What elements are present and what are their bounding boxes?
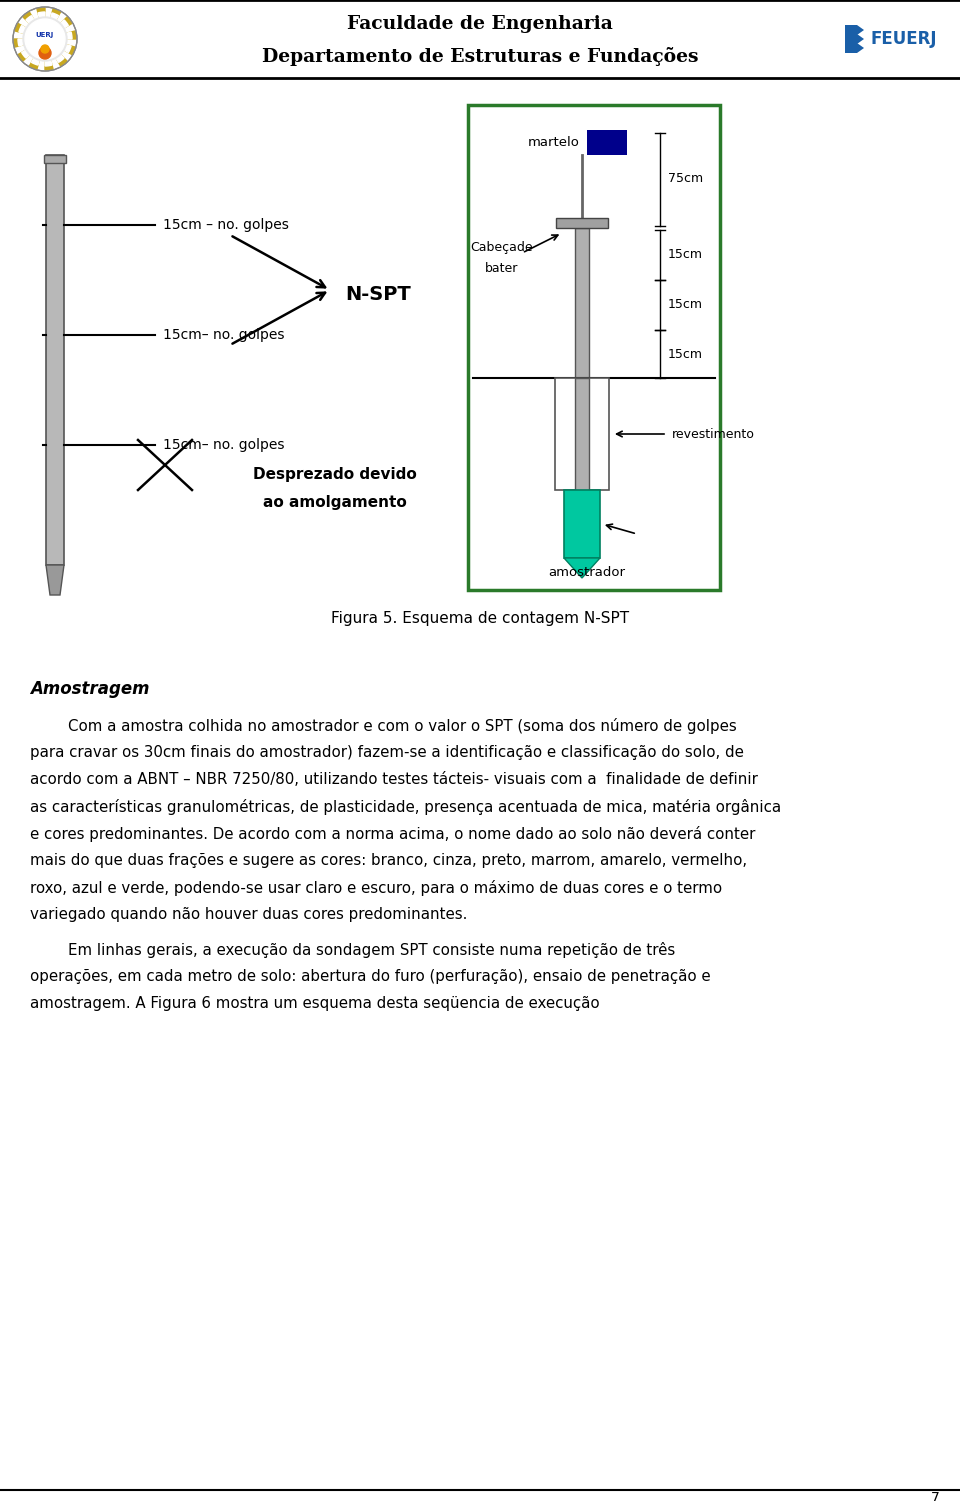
Text: Cabeçade: Cabeçade xyxy=(470,242,534,255)
Text: Com a amostra colhida no amostrador e com o valor o SPT (soma dos número de golp: Com a amostra colhida no amostrador e co… xyxy=(30,717,736,734)
Wedge shape xyxy=(30,39,45,69)
Text: 15cm: 15cm xyxy=(668,249,703,261)
Circle shape xyxy=(41,45,49,53)
Wedge shape xyxy=(45,20,68,39)
Polygon shape xyxy=(845,44,864,53)
Wedge shape xyxy=(45,39,67,66)
Wedge shape xyxy=(18,39,45,47)
Text: roxo, azul e verde, podendo-se usar claro e escuro, para o máximo de duas cores : roxo, azul e verde, podendo-se usar clar… xyxy=(30,880,722,896)
Polygon shape xyxy=(845,35,864,44)
Text: revestimento: revestimento xyxy=(672,428,755,440)
Text: 15cm: 15cm xyxy=(668,299,703,312)
Circle shape xyxy=(13,8,77,71)
Bar xyxy=(564,489,600,558)
Text: ao amolgamento: ao amolgamento xyxy=(263,494,407,509)
Wedge shape xyxy=(37,8,45,39)
Text: martelo: martelo xyxy=(528,135,580,149)
Wedge shape xyxy=(18,39,45,62)
Text: Em linhas gerais, a execução da sondagem SPT consiste numa repetição de três: Em linhas gerais, a execução da sondagem… xyxy=(30,943,675,958)
Wedge shape xyxy=(45,39,71,53)
Text: e cores predominantes. De acordo com a norma acima, o nome dado ao solo não deve: e cores predominantes. De acordo com a n… xyxy=(30,826,756,842)
Text: Figura 5. Esquema de contagem N-SPT: Figura 5. Esquema de contagem N-SPT xyxy=(331,611,629,626)
Bar xyxy=(575,378,589,489)
Wedge shape xyxy=(38,12,45,39)
Text: as características granulométricas, de plasticidade, presença acentuada de mica,: as características granulométricas, de p… xyxy=(30,799,781,815)
Text: 15cm: 15cm xyxy=(668,348,703,360)
Polygon shape xyxy=(845,26,864,35)
Bar xyxy=(555,378,609,489)
Text: Departamento de Estruturas e Fundações: Departamento de Estruturas e Fundações xyxy=(262,47,698,66)
Text: bater: bater xyxy=(486,261,518,275)
Text: 15cm – no. golpes: 15cm – no. golpes xyxy=(163,218,289,233)
Text: FEUERJ: FEUERJ xyxy=(871,30,938,48)
Text: 7: 7 xyxy=(931,1490,940,1501)
Text: Amostragem: Amostragem xyxy=(30,680,150,698)
Bar xyxy=(556,218,608,228)
Polygon shape xyxy=(564,558,600,578)
Wedge shape xyxy=(45,14,59,39)
Text: Desprezado devido: Desprezado devido xyxy=(253,467,417,482)
Wedge shape xyxy=(45,39,52,66)
Wedge shape xyxy=(15,24,45,39)
Circle shape xyxy=(39,47,51,59)
Text: 15cm– no. golpes: 15cm– no. golpes xyxy=(163,438,284,452)
Wedge shape xyxy=(19,26,45,39)
Text: N-SPT: N-SPT xyxy=(345,285,411,305)
Wedge shape xyxy=(14,39,45,47)
Bar xyxy=(468,105,720,590)
Wedge shape xyxy=(45,39,64,63)
Text: variegado quando não houver duas cores predominantes.: variegado quando não houver duas cores p… xyxy=(30,907,468,922)
Text: 75cm: 75cm xyxy=(668,173,703,186)
Text: 15cm– no. golpes: 15cm– no. golpes xyxy=(163,329,284,342)
Circle shape xyxy=(23,17,67,62)
Text: mais do que duas frações e sugere as cores: branco, cinza, preto, marrom, amarel: mais do que duas frações e sugere as cor… xyxy=(30,853,747,868)
Wedge shape xyxy=(32,39,45,65)
Text: amostrador: amostrador xyxy=(548,566,626,578)
Wedge shape xyxy=(45,9,60,39)
Text: operações, em cada metro de solo: abertura do furo (perfuração), ensaio de penet: operações, em cada metro de solo: abertu… xyxy=(30,970,710,985)
Text: para cravar os 30cm finais do amostrador) fazem-se a identificação e classificaç: para cravar os 30cm finais do amostrador… xyxy=(30,744,744,760)
Bar xyxy=(575,228,589,485)
Text: amostragem. A Figura 6 mostra um esquema desta seqüencia de execução: amostragem. A Figura 6 mostra um esquema… xyxy=(30,997,600,1012)
Wedge shape xyxy=(45,39,53,71)
Wedge shape xyxy=(45,32,72,39)
Polygon shape xyxy=(46,564,64,594)
Bar xyxy=(46,155,64,564)
Wedge shape xyxy=(45,32,76,39)
Wedge shape xyxy=(23,12,45,39)
Text: acordo com a ABNT – NBR 7250/80, utilizando testes tácteis- visuais com a  final: acordo com a ABNT – NBR 7250/80, utiliza… xyxy=(30,772,757,787)
Text: Faculdade de Engenharia: Faculdade de Engenharia xyxy=(348,15,612,33)
Bar xyxy=(587,131,627,155)
Text: UERJ: UERJ xyxy=(36,32,54,38)
Wedge shape xyxy=(45,17,72,39)
Wedge shape xyxy=(45,39,75,54)
Bar xyxy=(44,155,66,164)
Wedge shape xyxy=(22,39,45,59)
Wedge shape xyxy=(26,15,45,39)
Circle shape xyxy=(25,20,65,59)
